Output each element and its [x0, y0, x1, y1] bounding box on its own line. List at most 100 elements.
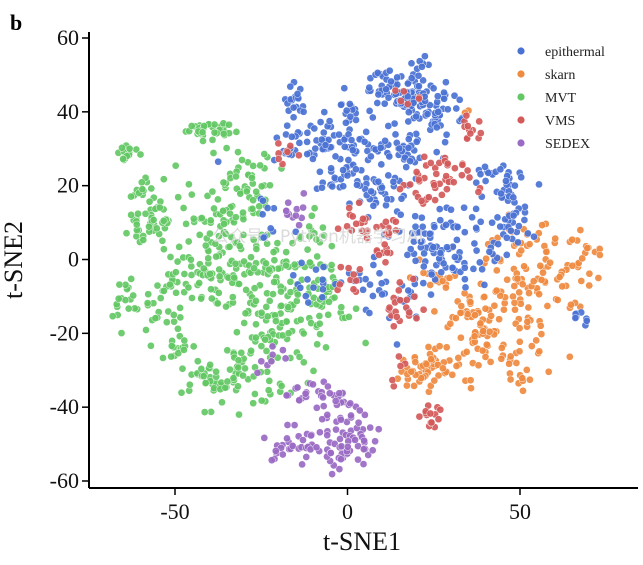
scatter-point-mvt: [174, 349, 183, 358]
scatter-point-sedex: [282, 391, 291, 400]
scatter-point-epithermal: [461, 283, 470, 292]
scatter-point-epithermal: [369, 292, 377, 300]
scatter-point-epithermal: [476, 217, 485, 226]
scatter-point-skarn: [542, 248, 551, 256]
scatter-point-epithermal: [530, 232, 538, 241]
scatter-point-mvt: [286, 277, 295, 286]
scatter-point-mvt: [187, 255, 195, 264]
scatter-point-mvt: [108, 312, 117, 321]
scatter-point-epithermal: [429, 84, 438, 93]
scatter-point-epithermal: [340, 84, 349, 93]
scatter-point-vms: [396, 362, 405, 370]
scatter-point-epithermal: [377, 160, 386, 169]
scatter-point-skarn: [462, 348, 471, 356]
scatter-point-epithermal: [391, 130, 400, 139]
scatter-point-epithermal: [259, 233, 268, 242]
scatter-point-mvt: [160, 287, 168, 295]
legend-marker-epithermal: [517, 47, 525, 55]
scatter-point-vms: [391, 86, 400, 95]
scatter-point-mvt: [237, 348, 246, 357]
scatter-point-epithermal: [360, 137, 369, 146]
scatter-point-mvt: [159, 216, 168, 225]
scatter-point-skarn: [555, 273, 564, 281]
scatter-point-mvt: [249, 162, 258, 170]
scatter-point-sedex: [324, 382, 332, 391]
scatter-point-epithermal: [472, 224, 480, 232]
scatter-point-mvt: [327, 261, 336, 269]
scatter-point-mvt: [292, 297, 301, 305]
scatter-point-mvt: [149, 216, 158, 224]
scatter-point-sedex: [355, 406, 364, 415]
scatter-point-mvt: [176, 313, 185, 322]
scatter-point-sedex: [312, 403, 321, 412]
scatter-point-sedex: [359, 445, 368, 454]
scatter-point-mvt: [316, 330, 324, 338]
legend-label-mvt: MVT: [545, 91, 577, 106]
scatter-point-vms: [410, 292, 419, 301]
scatter-point-mvt: [187, 262, 196, 271]
scatter-point-vms: [403, 100, 412, 108]
scatter-point-mvt: [295, 353, 304, 361]
scatter-point-epithermal: [327, 164, 335, 173]
scatter-point-epithermal: [432, 123, 441, 132]
scatter-point-epithermal: [303, 128, 312, 137]
scatter-point-epithermal: [493, 213, 502, 222]
scatter-point-epithermal: [404, 79, 412, 88]
scatter-point-sedex: [354, 455, 362, 464]
scatter-point-sedex: [331, 397, 340, 405]
scatter-point-mvt: [200, 408, 209, 416]
scatter-point-epithermal: [415, 82, 423, 91]
scatter-point-epithermal: [404, 108, 413, 117]
scatter-point-skarn: [544, 367, 553, 376]
scatter-point-mvt: [147, 184, 156, 193]
scatter-point-vms: [436, 405, 445, 414]
scatter-point-skarn: [538, 221, 546, 229]
scatter-point-epithermal: [511, 181, 519, 190]
scatter-point-skarn: [525, 240, 534, 249]
scatter-point-vms: [343, 222, 351, 231]
scatter-point-vms: [419, 305, 428, 314]
scatter-point-epithermal: [478, 265, 486, 274]
legend-label-skarn: skarn: [545, 68, 575, 83]
scatter-point-epithermal: [380, 99, 389, 108]
scatter-point-mvt: [223, 346, 232, 355]
scatter-point-mvt: [208, 187, 217, 196]
scatter-point-skarn: [585, 281, 594, 290]
scatter-point-vms: [474, 188, 483, 196]
scatter-point-mvt: [252, 333, 260, 342]
scatter-point-vms: [349, 270, 358, 279]
scatter-point-mvt: [200, 122, 209, 130]
scatter-point-mvt: [313, 340, 322, 349]
scatter-point-vms: [420, 152, 429, 161]
scatter-point-skarn: [515, 288, 524, 297]
scatter-point-vms: [426, 159, 435, 167]
scatter-point-mvt: [234, 148, 242, 156]
scatter-point-vms: [274, 155, 283, 163]
scatter-point-skarn: [422, 360, 431, 368]
scatter-point-mvt: [187, 271, 196, 279]
scatter-point-sedex: [360, 436, 368, 445]
scatter-point-skarn: [506, 352, 515, 361]
scatter-point-sedex: [364, 451, 373, 459]
scatter-point-mvt: [228, 293, 237, 301]
scatter-point-vms: [417, 197, 426, 205]
scatter-point-skarn: [535, 347, 544, 356]
scatter-point-mvt: [132, 220, 141, 229]
scatter-point-vms: [426, 409, 435, 418]
scatter-point-skarn: [585, 269, 594, 278]
scatter-point-mvt: [241, 364, 249, 373]
scatter-point-mvt: [248, 204, 257, 213]
scatter-point-sedex: [335, 465, 344, 473]
scatter-point-mvt: [212, 367, 220, 376]
scatter-point-epithermal: [439, 259, 448, 268]
scatter-point-mvt: [220, 220, 228, 228]
y-tick-label: 20: [57, 173, 79, 198]
scatter-point-mvt: [277, 301, 286, 310]
scatter-point-epithermal: [362, 128, 371, 136]
scatter-point-sedex: [307, 431, 315, 440]
scatter-point-epithermal: [296, 283, 305, 292]
scatter-point-mvt: [199, 264, 208, 273]
scatter-point-mvt: [324, 310, 333, 319]
scatter-point-sedex: [279, 346, 287, 354]
scatter-point-skarn: [517, 246, 526, 255]
